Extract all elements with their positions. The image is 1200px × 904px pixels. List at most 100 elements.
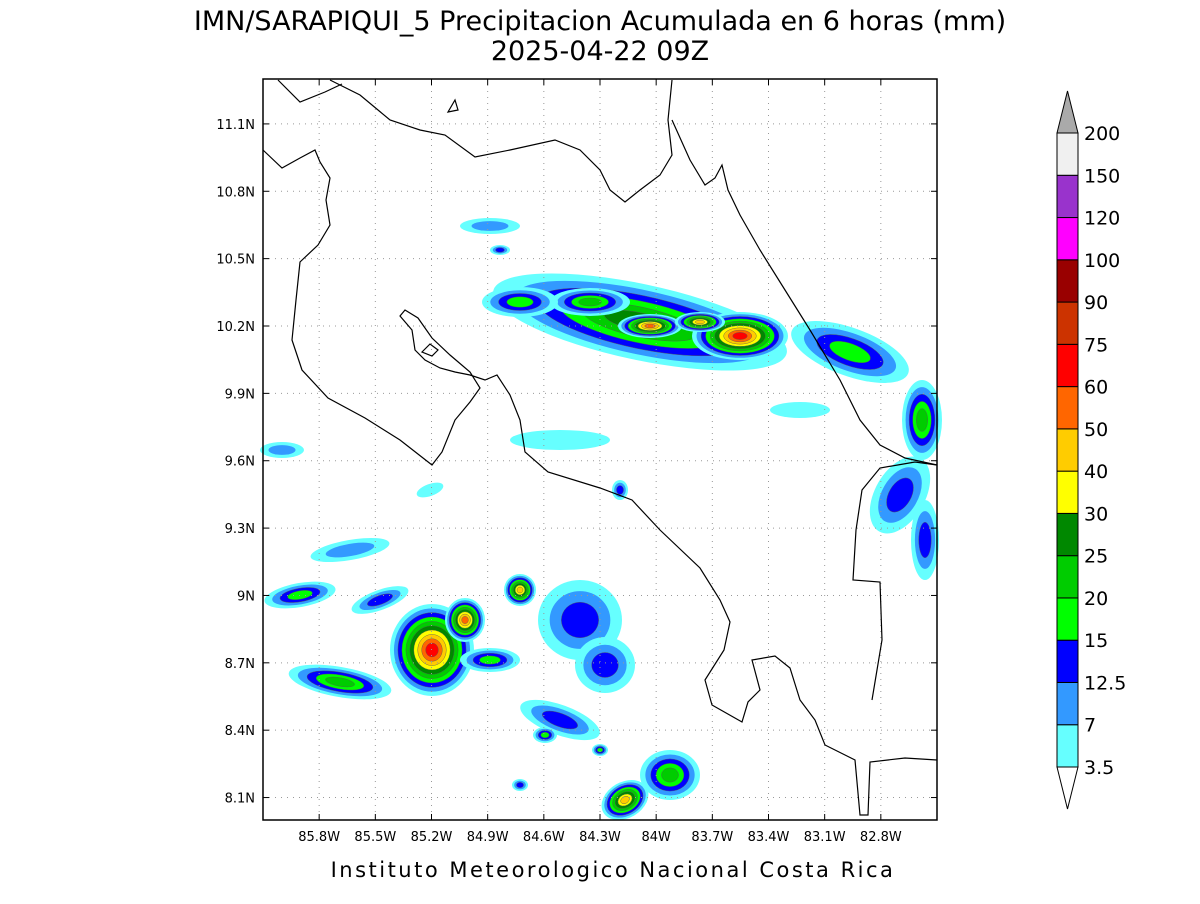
lon-tick-label: 84.6W [523,830,565,845]
lon-tick-label: 84.9W [467,830,509,845]
colorbar-label: 50 [1084,419,1108,441]
colorbar-band [1056,343,1079,388]
colorbar-band [1056,512,1079,557]
precip-contour [425,642,439,658]
precip-contour [325,676,355,688]
colorbar-band [1056,639,1079,683]
precip-contour [732,332,748,340]
precip-contour [644,323,656,329]
colorbar-band [1056,259,1079,303]
colorbar-label: 15 [1084,630,1108,652]
precip-contour [416,482,444,498]
footer: Instituto Meteorologico Nacional Costa R… [331,858,896,882]
colorbar-label: 30 [1084,503,1108,525]
precip-contour [540,732,550,738]
precip-contour [461,616,469,624]
colorbar-label: 40 [1084,461,1108,483]
precip-contour [561,602,599,638]
colorbar-band [1056,470,1079,514]
precip-contour [916,408,928,432]
colorbar-label: 60 [1084,377,1108,399]
precip-contour [325,542,375,558]
precip-contour [495,247,505,253]
lon-tick-label: 85.2W [411,830,453,845]
colorbar-over [1056,90,1079,134]
precip-contour [616,485,624,495]
lat-tick-label: 11.1N [216,118,255,133]
lat-tick-label: 10.8N [216,185,255,200]
lon-tick-label: 84W [641,830,671,845]
lat-tick-label: 9.3N [225,522,255,537]
precip-contour [516,586,524,594]
precip-contour [367,593,393,607]
colorbar-band [1056,132,1079,176]
title: IMN/SARAPIQUI_5 Precipitacion Acumulada … [194,6,1006,37]
lat-tick-label: 10.2N [216,320,255,335]
island [446,98,459,113]
lat-tick-label: 9.6N [225,455,255,470]
colorbar: 3.5 7 12.5 15 20 25 30 40 50 60 75 90 100 120 150 200 [1056,90,1126,810]
lon-tick-label: 85.8W [298,830,340,845]
precipitation [260,218,942,820]
lat-tick-label: 8.7N [225,657,255,672]
colorbar-label: 120 [1084,208,1120,230]
colorbar-band [1056,301,1079,345]
precip-contour [591,652,619,678]
colorbar-label: 150 [1084,165,1120,187]
lat-tick-label: 8.1N [225,792,255,807]
precip-contour [578,297,602,307]
coastlines [262,79,938,816]
coast-north [277,79,673,203]
colorbar-label: 12.5 [1084,672,1126,694]
lon-tick-label: 83.1W [804,830,846,845]
colorbar-band [1056,555,1079,599]
colorbar-label: 7 [1084,715,1096,737]
grid [263,79,937,820]
island-nicoya [420,343,439,357]
precip-contour [479,655,501,665]
colorbar-label: 90 [1084,292,1108,314]
precip-contour [471,221,509,231]
precip-contour [597,747,603,753]
lon-tick-label: 83.4W [748,830,790,845]
lon-tick-label: 83.7W [691,830,733,845]
colorbar-label: 20 [1084,588,1108,610]
precip-contour [695,319,705,325]
lon-tick-label: 82.8W [860,830,902,845]
coast-pacific [262,149,938,816]
colorbar-label: 100 [1084,250,1120,272]
lat-tick-label: 9.9N [225,387,255,402]
colorbar-band [1056,217,1079,261]
colorbar-band [1056,597,1079,641]
precip-contour [542,710,578,730]
border-panama [852,461,938,701]
precip-contour [886,477,914,513]
colorbar-band [1056,174,1079,219]
subtitle: 2025-04-22 09Z [491,36,709,67]
precip-contour [516,782,524,788]
colorbar-band [1056,386,1079,430]
colorbar-label: 3.5 [1084,757,1114,779]
lon-tick-label: 85.5W [354,830,396,845]
precip-contour [770,402,830,418]
colorbar-label: 25 [1084,546,1108,568]
precip-contour [661,767,679,783]
precip-contour [506,296,534,308]
axes: 8.1N 8.4N 8.7N 9N 9.3N 9.6N 9.9N 10.2N 10.5N 10.8… [216,79,937,845]
colorbar-label: 200 [1084,123,1120,145]
lat-tick-label: 8.4N [225,724,255,739]
lat-tick-label: 9N [237,589,255,604]
precip-contour [510,430,610,450]
precip-contour [918,522,932,558]
precip-contour [829,341,871,363]
coast-caribbean [671,119,938,466]
lon-tick-label: 84.3W [579,830,621,845]
colorbar-label: 75 [1084,334,1108,356]
lat-tick-label: 10.5N [216,253,255,268]
colorbar-band [1056,681,1079,726]
colorbar-band [1056,724,1079,768]
colorbar-band [1056,428,1079,472]
precip-contour [268,445,296,455]
